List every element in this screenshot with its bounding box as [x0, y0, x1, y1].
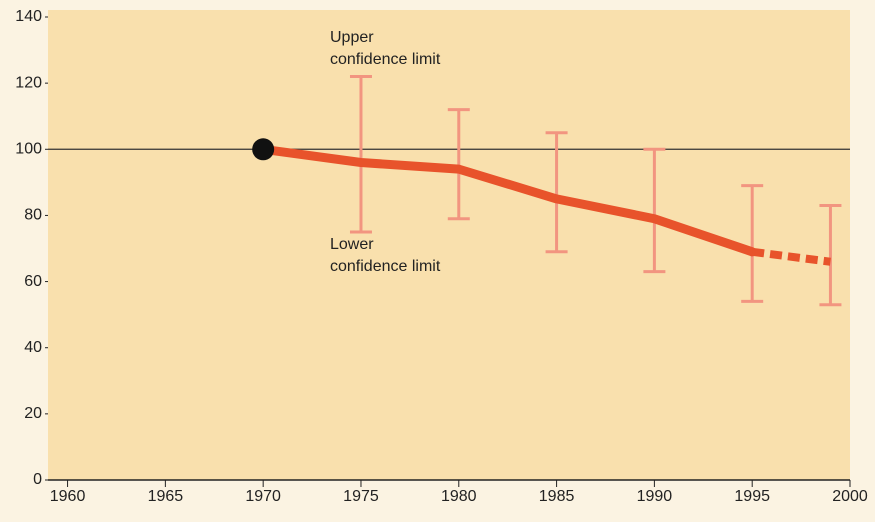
start-marker [252, 138, 275, 161]
y-tick-label: 20 [24, 405, 42, 422]
y-tick-label: 100 [15, 141, 42, 158]
x-tick-label: 1980 [441, 488, 477, 505]
y-tick-label: 40 [24, 339, 42, 356]
y-tick-label: 120 [15, 74, 42, 91]
x-tick-label: 1965 [148, 488, 184, 505]
x-tick-label: 1970 [245, 488, 281, 505]
annotation: confidence limit [330, 258, 441, 275]
x-tick-label: 1975 [343, 488, 379, 505]
x-tick-label: 1960 [50, 488, 86, 505]
line [258, 144, 757, 257]
plot-area [48, 10, 850, 480]
annotation: Lower [330, 236, 374, 253]
y-tick-label: 60 [24, 273, 42, 290]
y-tick-label: 0 [33, 471, 42, 488]
annotation: Upper [330, 29, 374, 46]
x-tick-label: 1990 [637, 488, 673, 505]
annotation: confidence limit [330, 51, 441, 68]
x-tick-label: 1985 [539, 488, 575, 505]
line-projected [751, 247, 831, 266]
y-tick-label: 140 [15, 8, 42, 25]
x-tick-label: 2000 [832, 488, 868, 505]
y-tick-label: 80 [24, 207, 42, 224]
x-tick-label: 1995 [734, 488, 770, 505]
